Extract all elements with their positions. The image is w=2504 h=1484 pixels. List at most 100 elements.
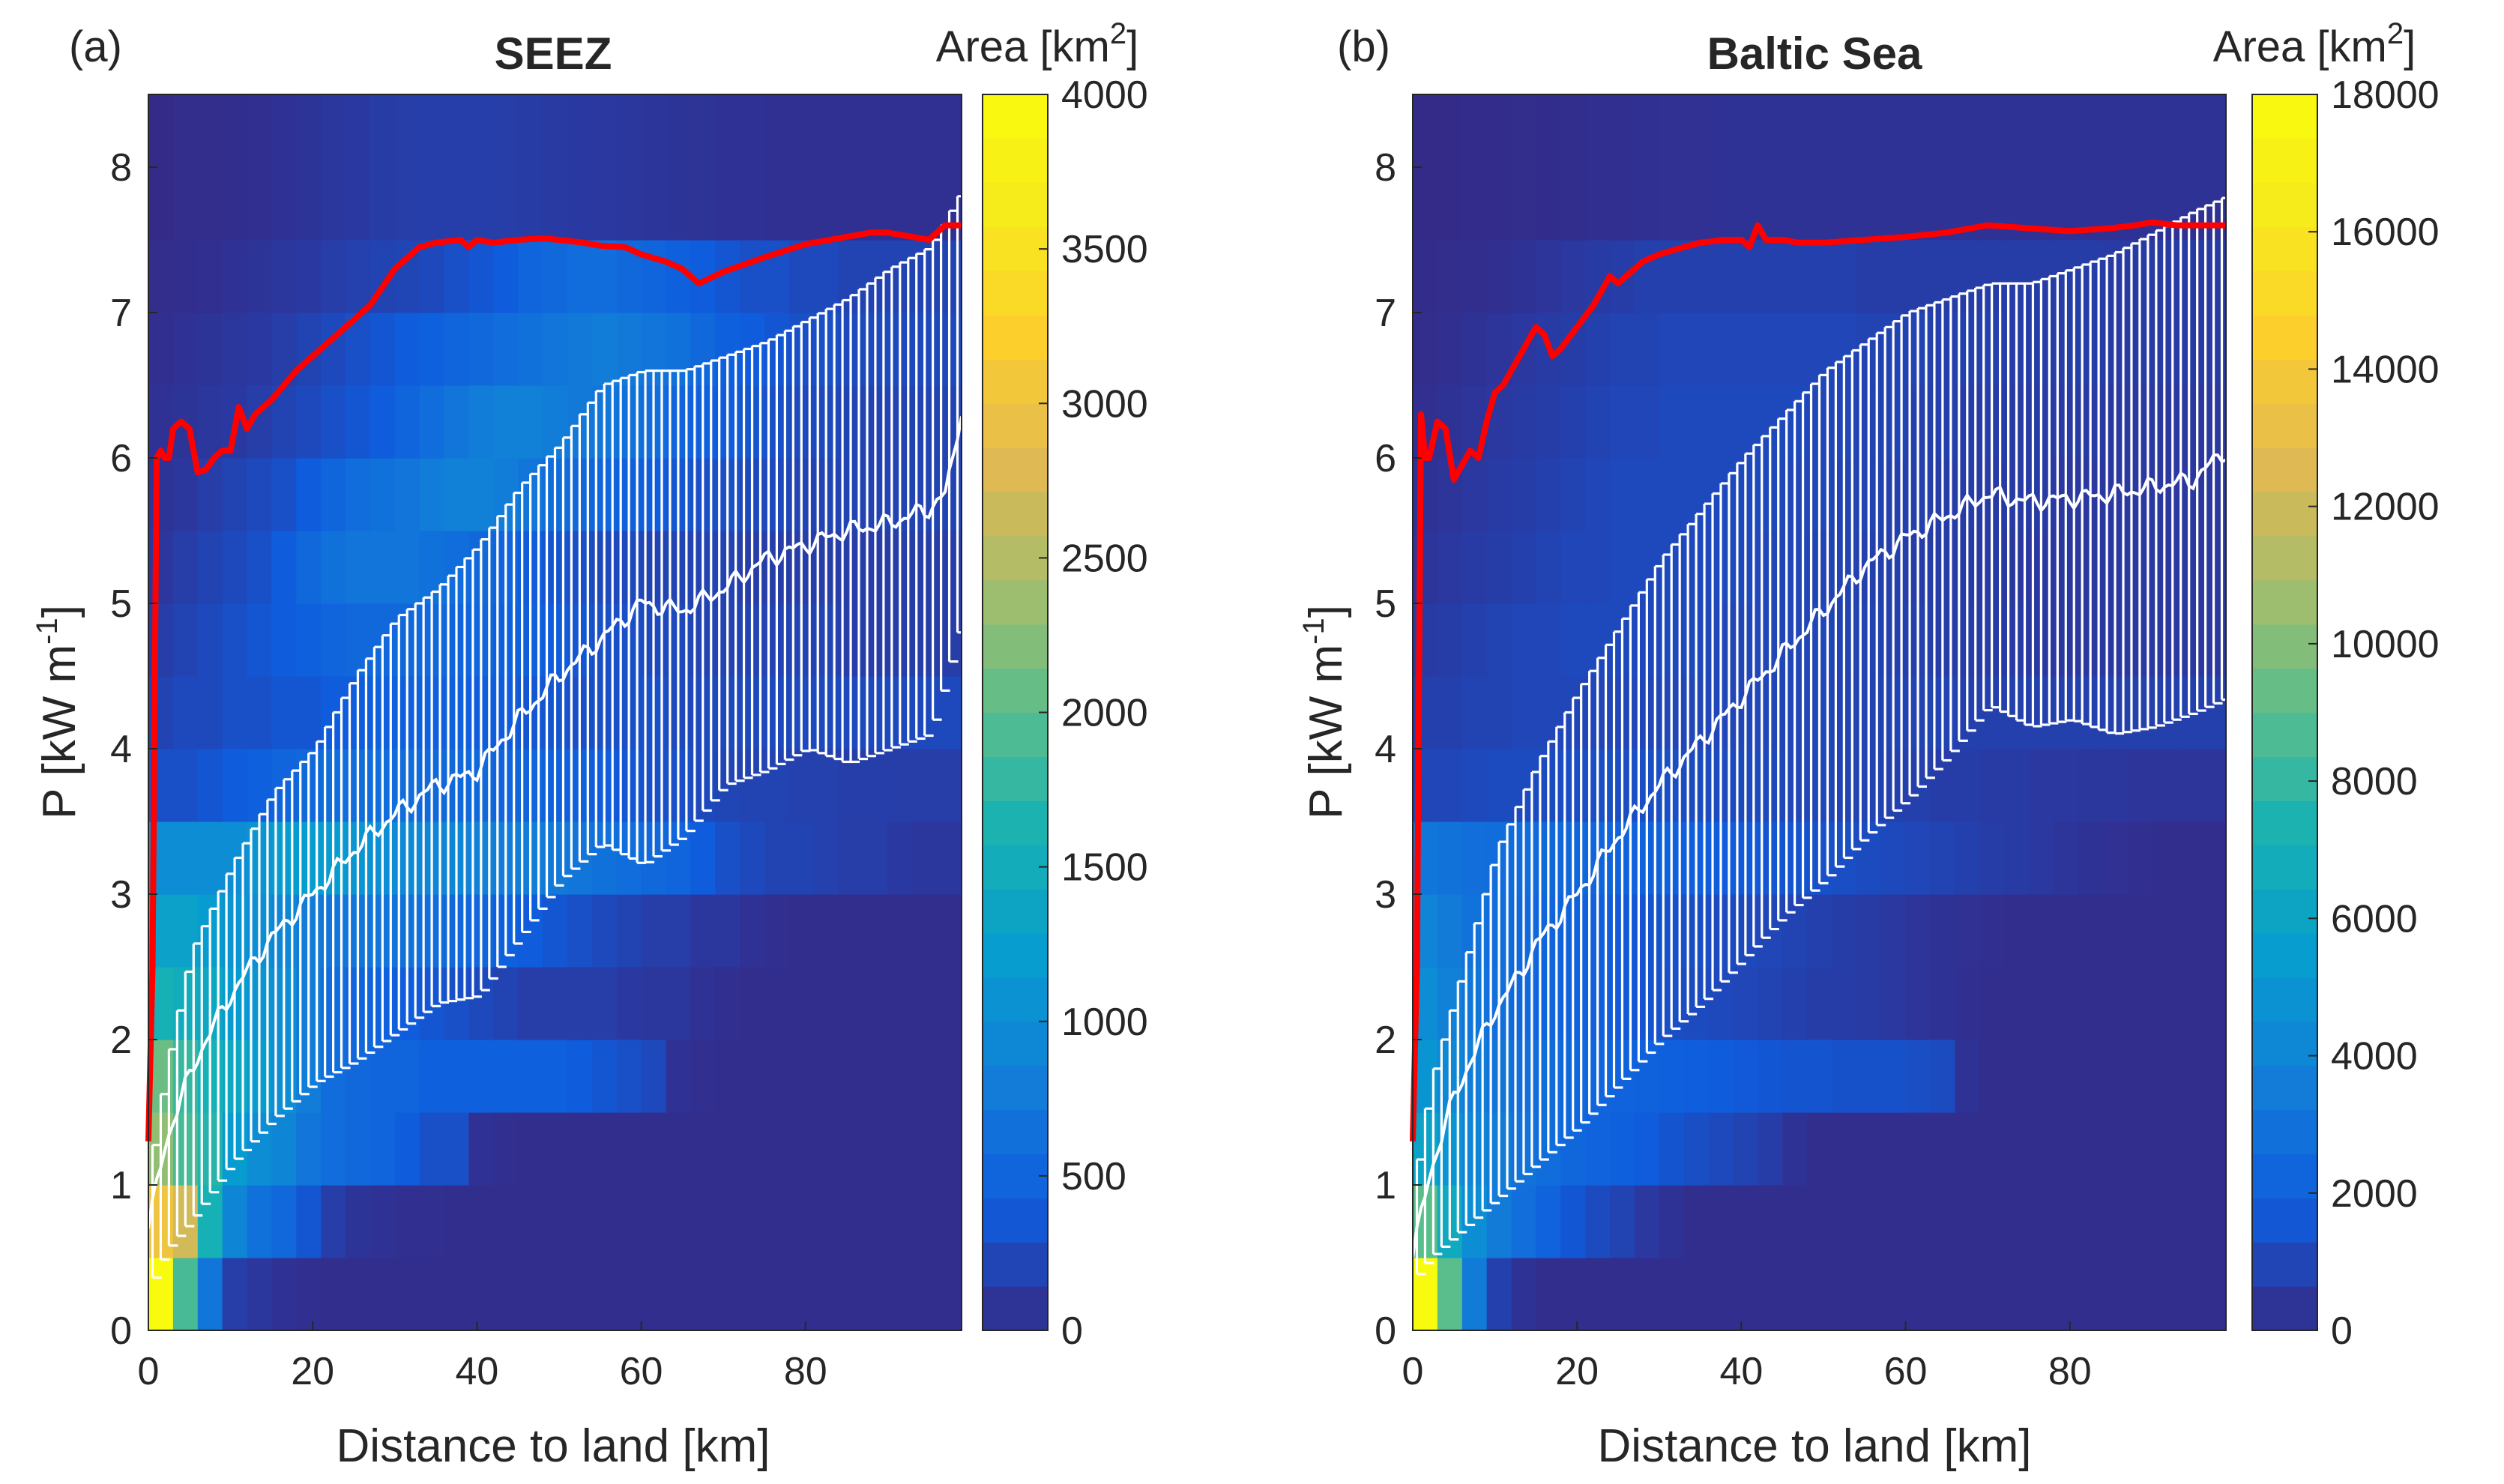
heatmap-cell [1585,385,1611,459]
heatmap-cell [518,1112,543,1186]
heatmap-cell [887,1185,913,1258]
heatmap-cell [1905,1040,1931,1113]
heatmap-cell [1659,385,1685,459]
heatmap-cell [1905,821,1931,895]
colorbar-tick-label: 18000 [2331,73,2440,117]
heatmap-cell [1610,94,1635,241]
heatmap-cell [1733,1185,1758,1258]
heatmap-cell [1683,385,1710,459]
heatmap-cell [1486,1258,1512,1331]
heatmap-cell [296,531,322,604]
heatmap-cell [2176,894,2202,968]
heatmap-cell [1634,313,1660,386]
y-tick-label: 1 [110,1164,132,1207]
colorbar-segment [983,1065,1048,1111]
axes-frame [1412,94,2227,1331]
heatmap-cell [740,894,765,968]
y-tick-label: 6 [110,437,132,480]
heatmap-cell [1856,94,1882,241]
heatmap-cell [1831,1258,1857,1331]
heatmap-cell [1511,94,1536,241]
heatmap-cell [1437,531,1463,604]
heatmap-cell [222,458,248,531]
y-axis-label-a-text: P [kW m [34,645,85,819]
heatmap-cell [2102,1185,2129,1258]
heatmap-cell [1831,1185,1857,1258]
heatmap-cell [2004,1040,2030,1113]
heatmap-cell [690,894,716,968]
heatmap-cell [1683,240,1710,313]
heatmap-cell [1560,240,1586,313]
heatmap-cell [937,1185,962,1258]
heatmap-cell [813,240,839,313]
heatmap-cell [468,1112,494,1186]
heatmap-cell [1610,531,1635,604]
colorbar-segment [983,447,1048,492]
heatmap-cell [148,240,174,313]
heatmap-cell [788,240,815,313]
heatmap-cell [1461,603,1488,677]
colorbar-tick-label: 3000 [1061,382,1148,426]
heatmap-cell [1708,1185,1734,1258]
heatmap-cell [2004,821,2030,895]
heatmap-cell [912,1185,938,1258]
heatmap-cell [346,458,371,531]
heatmap-cell [394,1258,420,1331]
heatmap-cell [1831,967,1857,1040]
colorbar-segment [983,94,1048,139]
heatmap-cell [1536,1258,1561,1331]
heatmap-cell [887,1258,913,1331]
colorbar-segment [983,579,1048,625]
heatmap-cell [222,1185,248,1258]
heatmap-cell [2201,1040,2227,1113]
heatmap-cell [591,240,618,313]
heatmap-cell [1486,749,1512,822]
heatmap-cell [419,1040,445,1113]
heatmap-cell [813,94,839,241]
heatmap-cell [369,458,396,531]
heatmap-cell [690,821,716,895]
heatmap-cell [1659,1258,1685,1331]
colorbar-segment [983,182,1048,228]
heatmap-cell [740,1112,765,1186]
heatmap-cell [715,967,740,1040]
heatmap-cell [197,603,223,677]
heatmap-cell [1585,1258,1611,1331]
colorbar-segment [983,889,1048,934]
heatmap-cell [863,1040,888,1113]
colorbar-segment [2252,889,2317,934]
heatmap-cell [493,1258,519,1331]
heatmap-cell [369,385,396,459]
heatmap-cell [1758,313,1783,386]
plot-area-b [1410,94,2231,1331]
colorbar-segment [2252,535,2317,581]
x-tick-label: 20 [291,1350,334,1393]
colorbar-tick-label: 10000 [2331,623,2440,666]
colorbar-segment [983,1198,1048,1243]
heatmap-cell [2152,1040,2177,1113]
y-tick-label: 6 [1375,437,1396,480]
panel-title-b: Baltic Sea [1707,28,1922,79]
heatmap-cell [1486,458,1512,531]
heatmap-cell [172,603,199,677]
heatmap-cell [1610,313,1635,386]
y-tick-label: 4 [110,728,132,771]
heatmap-cell [887,821,913,895]
heatmap-cell [543,1185,568,1258]
heatmap-cell [838,821,864,895]
heatmap-cell [788,94,815,241]
heatmap-cell [2201,967,2227,1040]
heatmap-cell [148,458,174,531]
heatmap-cell [616,1040,642,1113]
heatmap-cell [2127,1185,2152,1258]
heatmap-cell [1511,603,1536,677]
colorbar-segment [2252,712,2317,757]
heatmap-cell [2029,1040,2054,1113]
heatmap-cell [493,1185,519,1258]
heatmap-cell [2078,749,2104,822]
heatmap-cell [937,1112,962,1186]
heatmap-cell [887,1040,913,1113]
heatmap-cell [764,1258,790,1331]
heatmap-cell [567,1040,593,1113]
heatmap-cell [813,1258,839,1331]
